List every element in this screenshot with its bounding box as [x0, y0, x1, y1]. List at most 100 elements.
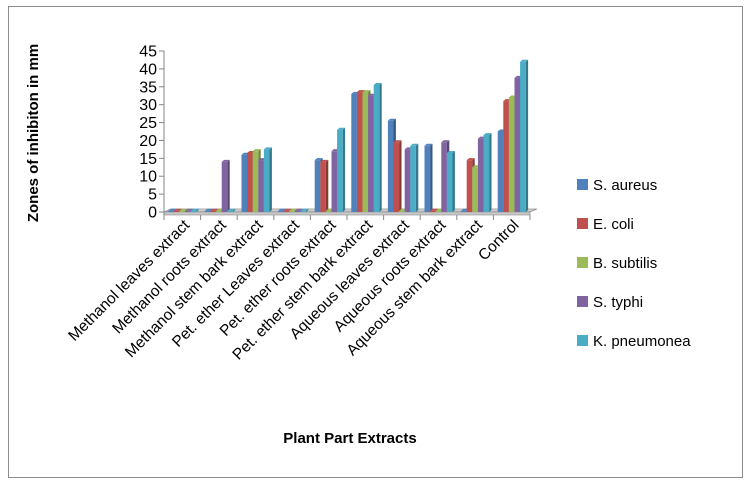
- bar: [410, 145, 416, 212]
- legend-label: S. aureus: [593, 177, 657, 194]
- bar: [210, 210, 217, 212]
- bar-top: [314, 158, 323, 161]
- legend-swatch: [577, 257, 588, 268]
- bar: [258, 160, 264, 212]
- legend: S. aureus E. coli B. subtilis S. typhi K. pn…: [577, 177, 691, 350]
- y-tick-label: 15: [139, 151, 157, 168]
- y-tick-label: 45: [139, 44, 157, 61]
- legend-swatch: [577, 179, 588, 190]
- legend-swatch: [577, 296, 588, 307]
- bar: [446, 152, 453, 212]
- bar: [351, 93, 357, 212]
- bar-side: [196, 208, 199, 212]
- bar-top: [283, 208, 292, 211]
- bar: [424, 145, 431, 212]
- bar-top: [446, 150, 455, 153]
- bar-top: [173, 208, 182, 211]
- bar: [204, 210, 211, 212]
- bar-side: [232, 208, 236, 212]
- bar: [179, 210, 186, 212]
- bar-side: [399, 140, 402, 212]
- y-tick-label: 40: [139, 61, 157, 78]
- bar: [503, 101, 509, 212]
- bar-top: [520, 59, 529, 62]
- bar: [252, 151, 259, 212]
- bar: [461, 210, 467, 212]
- bars: [168, 59, 529, 212]
- bar: [221, 161, 228, 212]
- bar-top: [393, 140, 402, 143]
- bar-side: [306, 208, 309, 212]
- bar: [441, 142, 447, 212]
- y-tick-label: 30: [139, 97, 157, 114]
- bar-top: [227, 208, 236, 211]
- bar-top: [356, 90, 365, 93]
- bar-side: [430, 143, 433, 212]
- bar-top: [221, 159, 230, 162]
- bar: [289, 210, 295, 212]
- bar-top: [185, 208, 194, 211]
- bar: [331, 151, 338, 212]
- bar-top: [252, 149, 261, 152]
- y-tick-label: 35: [139, 79, 157, 96]
- bar-top: [320, 159, 329, 162]
- legend-label: E. coli: [593, 216, 634, 233]
- bar-top: [337, 127, 346, 130]
- bar: [278, 210, 284, 212]
- bar: [337, 129, 343, 212]
- bar-side: [342, 127, 346, 212]
- bar: [514, 77, 521, 212]
- bar-side: [489, 133, 492, 212]
- bar: [477, 138, 484, 212]
- bar: [373, 84, 380, 212]
- bar-top: [190, 208, 199, 211]
- bar: [294, 210, 301, 212]
- legend-label: S. typhi: [593, 294, 643, 311]
- bar-top: [387, 118, 396, 121]
- bar: [520, 61, 526, 212]
- bar-side: [325, 159, 329, 212]
- bar-top: [410, 143, 419, 146]
- bar-top: [483, 133, 492, 136]
- bar-side: [227, 159, 230, 212]
- bar: [393, 142, 400, 212]
- bar-top: [204, 208, 213, 211]
- bar: [241, 154, 248, 212]
- bar-top: [278, 208, 287, 211]
- bar-top: [430, 208, 439, 211]
- bar: [472, 167, 478, 212]
- bar-top: [168, 208, 177, 211]
- bar: [168, 210, 174, 212]
- bar-side: [379, 82, 382, 212]
- bar-side: [269, 147, 272, 212]
- bar: [483, 135, 490, 212]
- legend-label: B. subtilis: [593, 255, 657, 272]
- y-tick-label: 20: [139, 133, 157, 150]
- bar-side: [452, 150, 455, 212]
- bar-top: [300, 208, 309, 211]
- y-axis-label: Zones of inhibiton in mm: [25, 44, 42, 222]
- y-tick-label: 25: [139, 115, 157, 132]
- bar-top: [210, 208, 219, 211]
- legend-swatch: [577, 335, 588, 346]
- bar: [283, 210, 290, 212]
- legend-swatch: [577, 218, 588, 229]
- bar-top: [294, 208, 303, 211]
- bar-side: [525, 59, 529, 212]
- bar: [263, 149, 270, 212]
- bar-top: [362, 90, 371, 93]
- bar: [216, 210, 222, 212]
- bar-top: [373, 82, 382, 85]
- bar: [247, 152, 253, 212]
- x-axis-label: Plant Part Extracts: [283, 430, 416, 447]
- bar: [430, 210, 436, 212]
- bar: [227, 210, 233, 212]
- y-tick-label: 0: [148, 205, 157, 222]
- bar: [185, 210, 191, 212]
- bar: [320, 161, 326, 212]
- bar: [314, 160, 321, 212]
- bar: [508, 97, 515, 212]
- x-category-label: Control: [475, 217, 522, 264]
- bar: [368, 95, 374, 212]
